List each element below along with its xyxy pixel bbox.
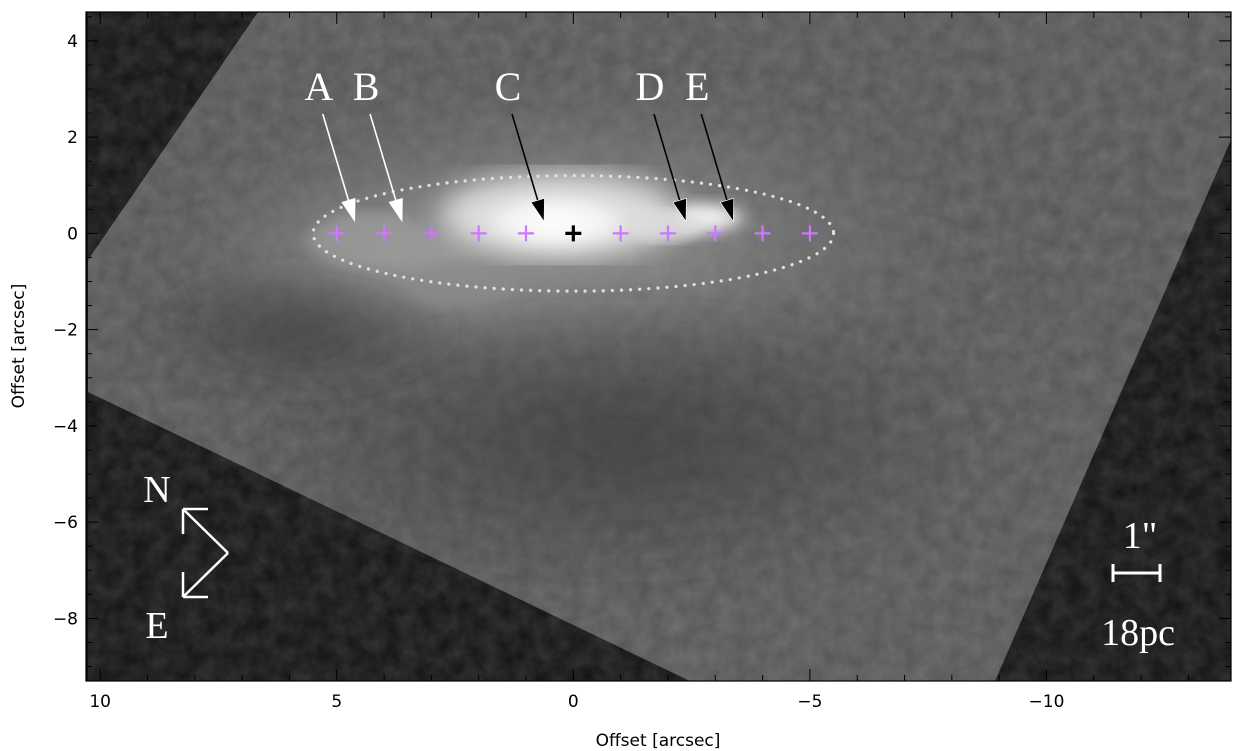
compass-north-arrow [181, 507, 229, 554]
y-tick-label: 0 [67, 224, 78, 244]
aperture-marker [423, 225, 440, 242]
x-tick-label: −5 [797, 692, 822, 712]
scalebar: 1" 18pc [1101, 515, 1175, 654]
y-tick-label: 2 [67, 128, 78, 148]
x-axis-title: Offset [arcsec] [596, 731, 721, 751]
region-label: E [685, 64, 709, 109]
y-axis-title: Offset [arcsec] [9, 284, 29, 409]
scalebar-angular-label: 1" [1123, 515, 1158, 557]
scalebar-physical-label: 18pc [1101, 612, 1175, 654]
compass-north-label: N [143, 469, 170, 511]
region-label: C [495, 64, 522, 109]
aperture-marker [470, 225, 487, 242]
aperture-marker [801, 225, 818, 242]
label-arrow-head [530, 197, 545, 223]
plot-frame [85, 11, 1232, 682]
aperture-marker [376, 225, 393, 242]
x-tick-label: −10 [1029, 692, 1065, 712]
y-tick-label: −6 [53, 513, 78, 533]
label-arrow-head [388, 197, 403, 223]
region-label: D [636, 64, 665, 109]
label-arrow-head [341, 197, 356, 223]
y-tick-label: −2 [53, 321, 78, 341]
region-label: B [353, 64, 380, 109]
label-arrow-shaft [700, 113, 728, 201]
label-arrow-shaft [321, 113, 350, 201]
y-tick-label: −4 [53, 417, 78, 437]
label-arrow-shaft [369, 113, 397, 201]
aperture-marker [754, 225, 771, 242]
scalebar-bar [1111, 564, 1162, 582]
compass-east-arrow [181, 552, 229, 599]
x-tick-label: 0 [568, 692, 579, 712]
compass-east-label: E [145, 605, 168, 647]
aperture-marker [518, 225, 535, 242]
region-label: A [304, 64, 333, 109]
y-tick-label: 4 [67, 32, 78, 52]
aperture-marker [612, 225, 629, 242]
y-tick-label: −8 [53, 609, 78, 629]
x-tick-label: 10 [89, 692, 111, 712]
axis-ticks: 10 5 0 −5 −10 4 2 0 −2 −4 −6 −8 [53, 12, 1231, 712]
x-tick-label: 5 [331, 692, 342, 712]
label-arrow-head [672, 197, 687, 223]
compass: N E [143, 469, 229, 647]
dotted-ellipse-aperture [311, 174, 836, 293]
aperture-marker [328, 225, 345, 242]
label-arrow-head [719, 197, 735, 223]
label-arrow-shaft [653, 113, 681, 201]
label-arrow-shaft [511, 113, 539, 201]
nucleus-marker [565, 225, 582, 242]
aperture-marker [707, 225, 724, 242]
aperture-marker [659, 225, 676, 242]
galaxy-image [88, 12, 1231, 681]
